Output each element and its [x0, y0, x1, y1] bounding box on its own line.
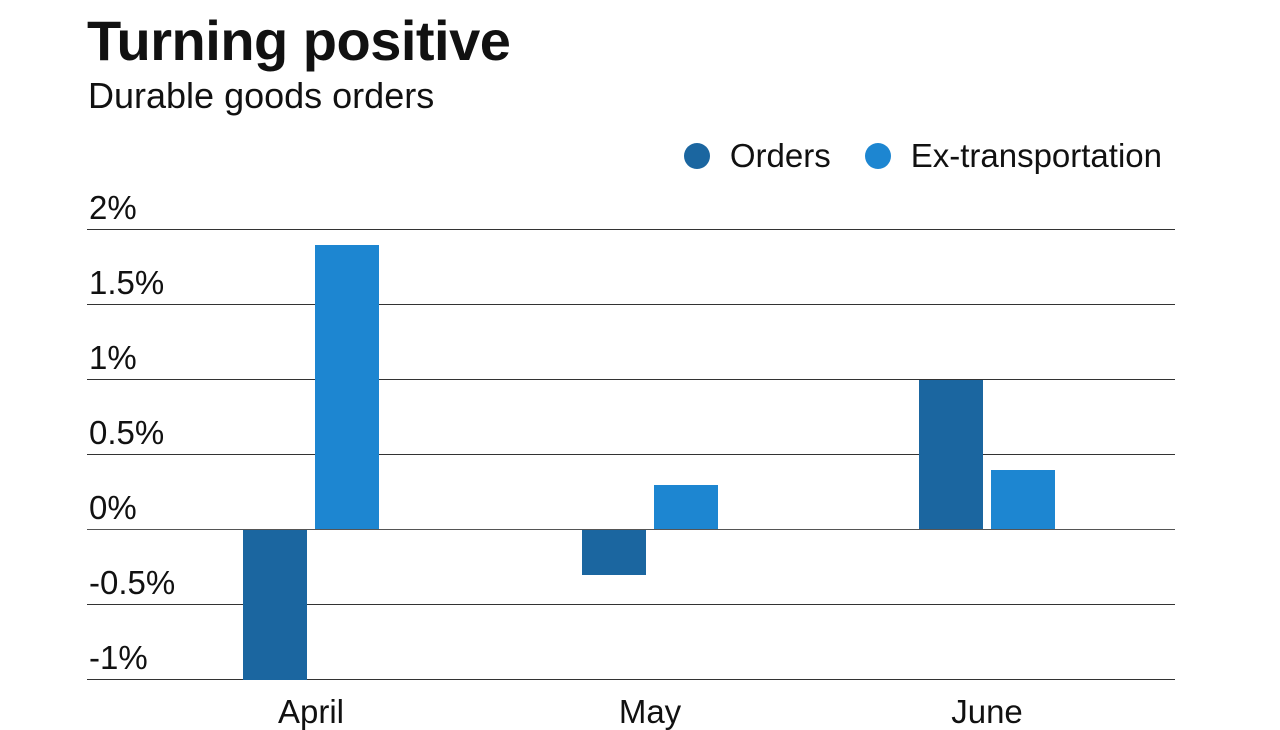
zero-line: [87, 528, 1175, 530]
gridline: [87, 303, 1175, 305]
y-tick-label: 2%: [89, 188, 137, 226]
y-tick-label: -0.5%: [89, 563, 176, 601]
legend: Orders Ex-transportation: [650, 136, 1162, 176]
legend-label-ex-transportation: Ex-transportation: [910, 137, 1162, 174]
legend-item-orders: Orders: [683, 136, 831, 176]
y-tick-label: 0.5%: [89, 413, 165, 451]
bar-orders-may: [582, 529, 646, 575]
y-tick-label: -1%: [89, 638, 148, 676]
x-tick-label: May: [618, 693, 682, 730]
bar-orders-april: [243, 529, 307, 680]
x-tick-label: April: [277, 693, 345, 730]
gridline: [87, 453, 1175, 455]
gridline: [87, 603, 1175, 605]
legend-swatch-orders: [683, 143, 710, 169]
y-tick-label: 0%: [89, 488, 137, 526]
gridline: [87, 678, 1175, 680]
y-tick-label: 1.5%: [89, 263, 165, 301]
legend-item-ex-transportation: Ex-transportation: [864, 136, 1162, 176]
chart-subtitle: Durable goods orders: [88, 75, 435, 116]
gridline: [87, 378, 1175, 380]
bar-orders-june: [919, 379, 983, 530]
legend-swatch-ex-transportation: [864, 143, 891, 169]
y-tick-label: 1%: [89, 338, 137, 376]
chart-title: Turning positive: [87, 9, 511, 72]
x-tick-label: June: [951, 693, 1023, 730]
bar-ex-transportation-june: [991, 469, 1055, 530]
legend-label-orders: Orders: [729, 137, 831, 174]
bar-ex-transportation-april: [315, 244, 379, 530]
gridline: [87, 228, 1175, 230]
bar-ex-transportation-may: [654, 484, 718, 530]
